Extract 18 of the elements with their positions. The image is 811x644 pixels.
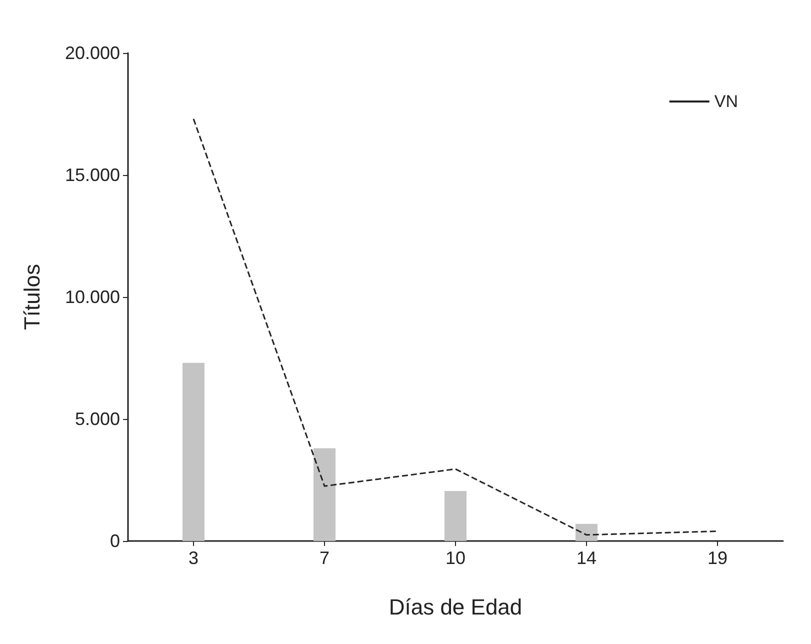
y-tick-label: 0	[110, 531, 120, 551]
y-tick-label: 15.000	[64, 165, 120, 185]
y-tick-label: 10.000	[64, 287, 120, 307]
y-tick-label: 20.000	[64, 43, 120, 63]
x-tick-label: 7	[319, 548, 330, 568]
legend-label: VN	[714, 92, 738, 111]
y-axis-title: Títulos	[20, 264, 44, 330]
line-series	[192, 118, 718, 536]
x-tick-label: 3	[188, 548, 199, 568]
bar	[576, 524, 598, 541]
bar	[314, 448, 336, 541]
x-tick-label: 19	[707, 548, 728, 568]
y-tick-label: 5.000	[74, 409, 120, 429]
bar	[444, 490, 466, 541]
x-tick-label: 14	[576, 548, 597, 568]
bar	[182, 362, 204, 541]
x-axis-title: Días de Edad	[388, 594, 522, 620]
x-tick-label: 10	[445, 548, 466, 568]
